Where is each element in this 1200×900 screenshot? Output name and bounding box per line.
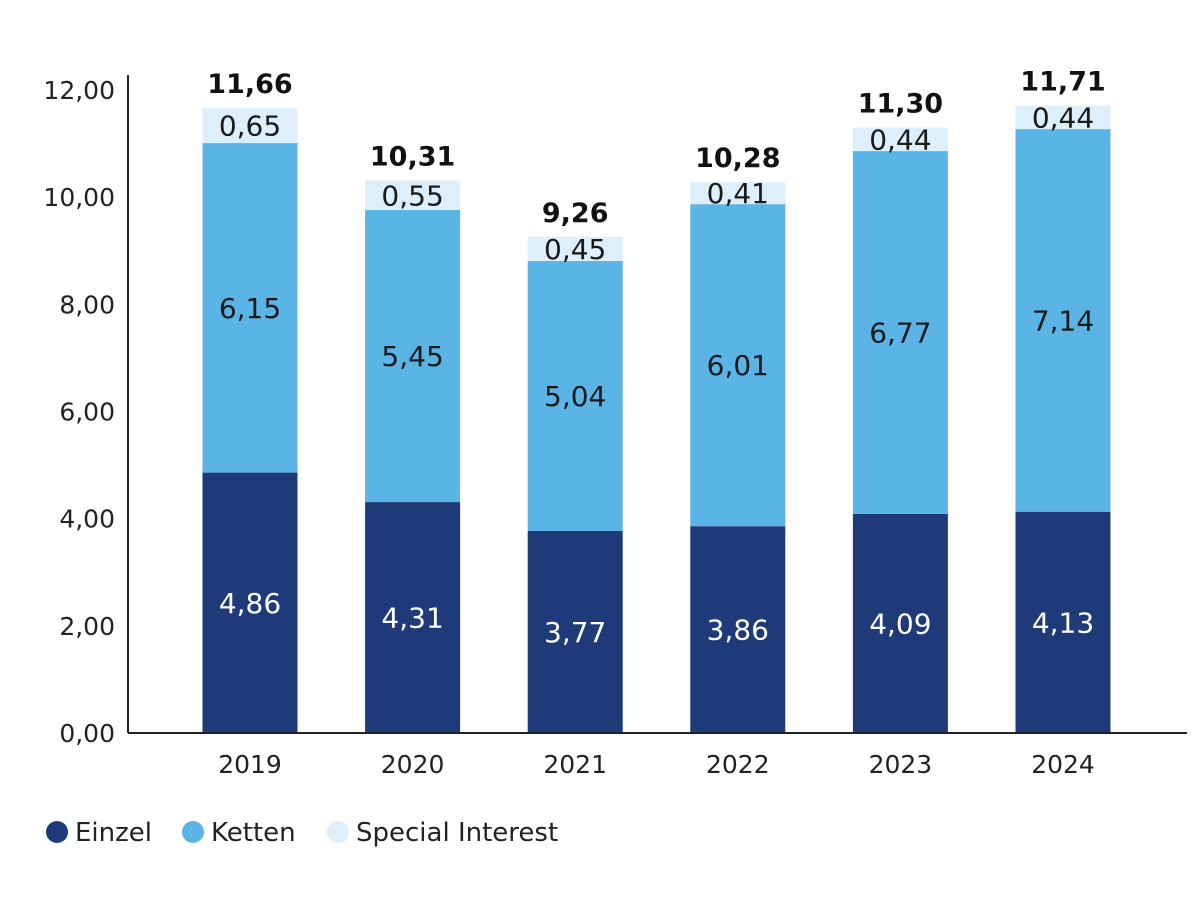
x-tick-label: 2022 (706, 750, 770, 779)
data-label: 7,14 (1032, 304, 1094, 337)
data-label: 0,65 (219, 110, 281, 143)
bar-group: 3,77 5,04 0,45 9,26 (527, 198, 623, 733)
y-tick-label: 4,00 (59, 505, 115, 534)
data-label: 6,01 (707, 349, 769, 382)
x-tick-label: 2019 (218, 750, 282, 779)
x-tick-label: 2023 (869, 750, 933, 779)
bar-segment (690, 182, 786, 205)
data-label: 4,13 (1032, 606, 1094, 639)
total-label: 10,31 (370, 142, 455, 173)
legend-label: Einzel (75, 818, 152, 848)
bar-segment (1015, 129, 1111, 512)
y-axis: 0,00 2,00 4,00 6,00 8,00 10,00 12,00 (43, 75, 129, 748)
bar-segment (365, 180, 461, 211)
bar-segment (202, 143, 298, 473)
data-label: 3,86 (707, 614, 769, 647)
bar-segment (365, 210, 461, 503)
bar-segment (1015, 105, 1111, 130)
x-axis: 2019 2020 2021 2022 2023 2024 (128, 732, 1187, 779)
data-label: 4,31 (381, 602, 443, 635)
data-label: 0,41 (707, 177, 769, 210)
data-label: 0,44 (1032, 101, 1094, 134)
bar-segment (527, 236, 623, 261)
y-tick-label: 12,00 (43, 76, 115, 105)
bars: 4,86 6,15 0,65 11,66 4,31 5,45 0,55 10,31 3,77 5,… (202, 67, 1111, 733)
bar-segment (527, 260, 623, 531)
data-label: 3,77 (544, 616, 606, 649)
total-label: 10,28 (695, 143, 780, 174)
bar-segment (527, 530, 623, 733)
bar-segment (690, 204, 786, 527)
y-tick-label: 2,00 (59, 612, 115, 641)
legend-label: Special Interest (356, 818, 558, 848)
legend-marker (46, 821, 68, 843)
legend-label: Ketten (211, 818, 296, 848)
bar-segment (365, 502, 461, 733)
y-tick-label: 10,00 (43, 183, 115, 212)
data-label: 0,45 (544, 233, 606, 266)
total-label: 9,26 (542, 198, 609, 229)
bar-segment (202, 472, 298, 733)
legend-item: Special Interest (327, 818, 558, 848)
bar-segment (1015, 511, 1111, 733)
bar-segment (852, 513, 948, 733)
data-label: 0,55 (381, 179, 443, 212)
data-label: 0,44 (869, 123, 931, 156)
legend-marker (327, 821, 349, 843)
x-tick-label: 2020 (381, 750, 445, 779)
x-tick-label: 2024 (1031, 750, 1095, 779)
legend-item: Einzel (46, 818, 152, 848)
data-label: 5,45 (381, 340, 443, 373)
total-label: 11,66 (207, 69, 292, 100)
data-label: 5,04 (544, 380, 606, 413)
data-label: 6,77 (869, 316, 931, 349)
bar-group: 4,86 6,15 0,65 11,66 (202, 69, 298, 733)
data-label: 6,15 (219, 292, 281, 325)
bar-segment (852, 151, 948, 514)
legend-item: Ketten (182, 818, 296, 848)
x-tick-label: 2021 (543, 750, 607, 779)
bar-group: 4,31 5,45 0,55 10,31 (365, 142, 461, 733)
data-label: 4,09 (869, 607, 931, 640)
y-tick-label: 8,00 (59, 290, 115, 319)
bar-segment (690, 526, 786, 733)
total-label: 11,30 (858, 89, 943, 120)
bar-segment (202, 108, 298, 144)
y-tick-label: 0,00 (59, 719, 115, 748)
total-label: 11,71 (1020, 67, 1105, 98)
y-tick-label: 6,00 (59, 398, 115, 427)
legend: Einzel Ketten Special Interest (46, 818, 558, 848)
data-label: 4,86 (219, 587, 281, 620)
bar-segment (852, 127, 948, 152)
legend-marker (182, 821, 204, 843)
